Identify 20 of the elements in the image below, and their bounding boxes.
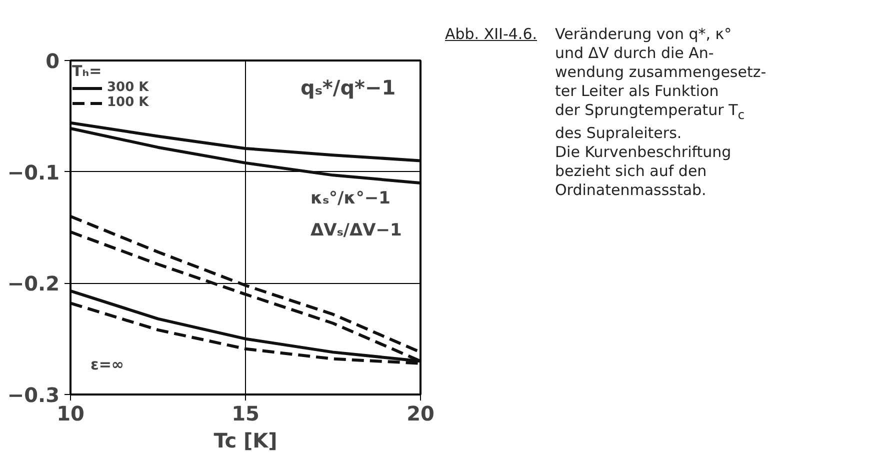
- x-axis-title: Tc [K]: [214, 428, 278, 452]
- line-series: [70, 214, 420, 354]
- legend-title: Tₕ=: [72, 62, 103, 80]
- text: Veränderung von q*, κ° und ΔV durch die An- wendung zusammengesetz- ter Leiter als Funktion der Sprungtemperatur T$_{c}$ des Supraleiters. Die Kurvenbeschriftung bezieht sich auf den Ordinatenmassstab.: [555, 25, 766, 199]
- legend-label: 300 K: [107, 80, 149, 95]
- legend-label: 100 K: [107, 95, 149, 110]
- text: Abb. XII-4.6.: [445, 25, 537, 45]
- x-tick-label: 10: [56, 402, 84, 426]
- annotation: qₛ*/q*−1: [300, 76, 396, 100]
- annotation: κₛ°/κ°−1: [310, 188, 390, 208]
- x-tick-label: 20: [406, 402, 434, 426]
- x-tick-label: 15: [232, 402, 260, 426]
- line-series: [70, 121, 420, 162]
- annotation: ΔVₛ/ΔV−1: [310, 220, 402, 240]
- y-tick-label: −0.1: [7, 160, 60, 184]
- annotation: ε=∞: [90, 356, 124, 374]
- line-series: [70, 126, 420, 184]
- y-tick-label: −0.3: [7, 383, 60, 407]
- y-tick-label: −0.2: [7, 272, 60, 296]
- y-tick-label: 0: [46, 49, 60, 73]
